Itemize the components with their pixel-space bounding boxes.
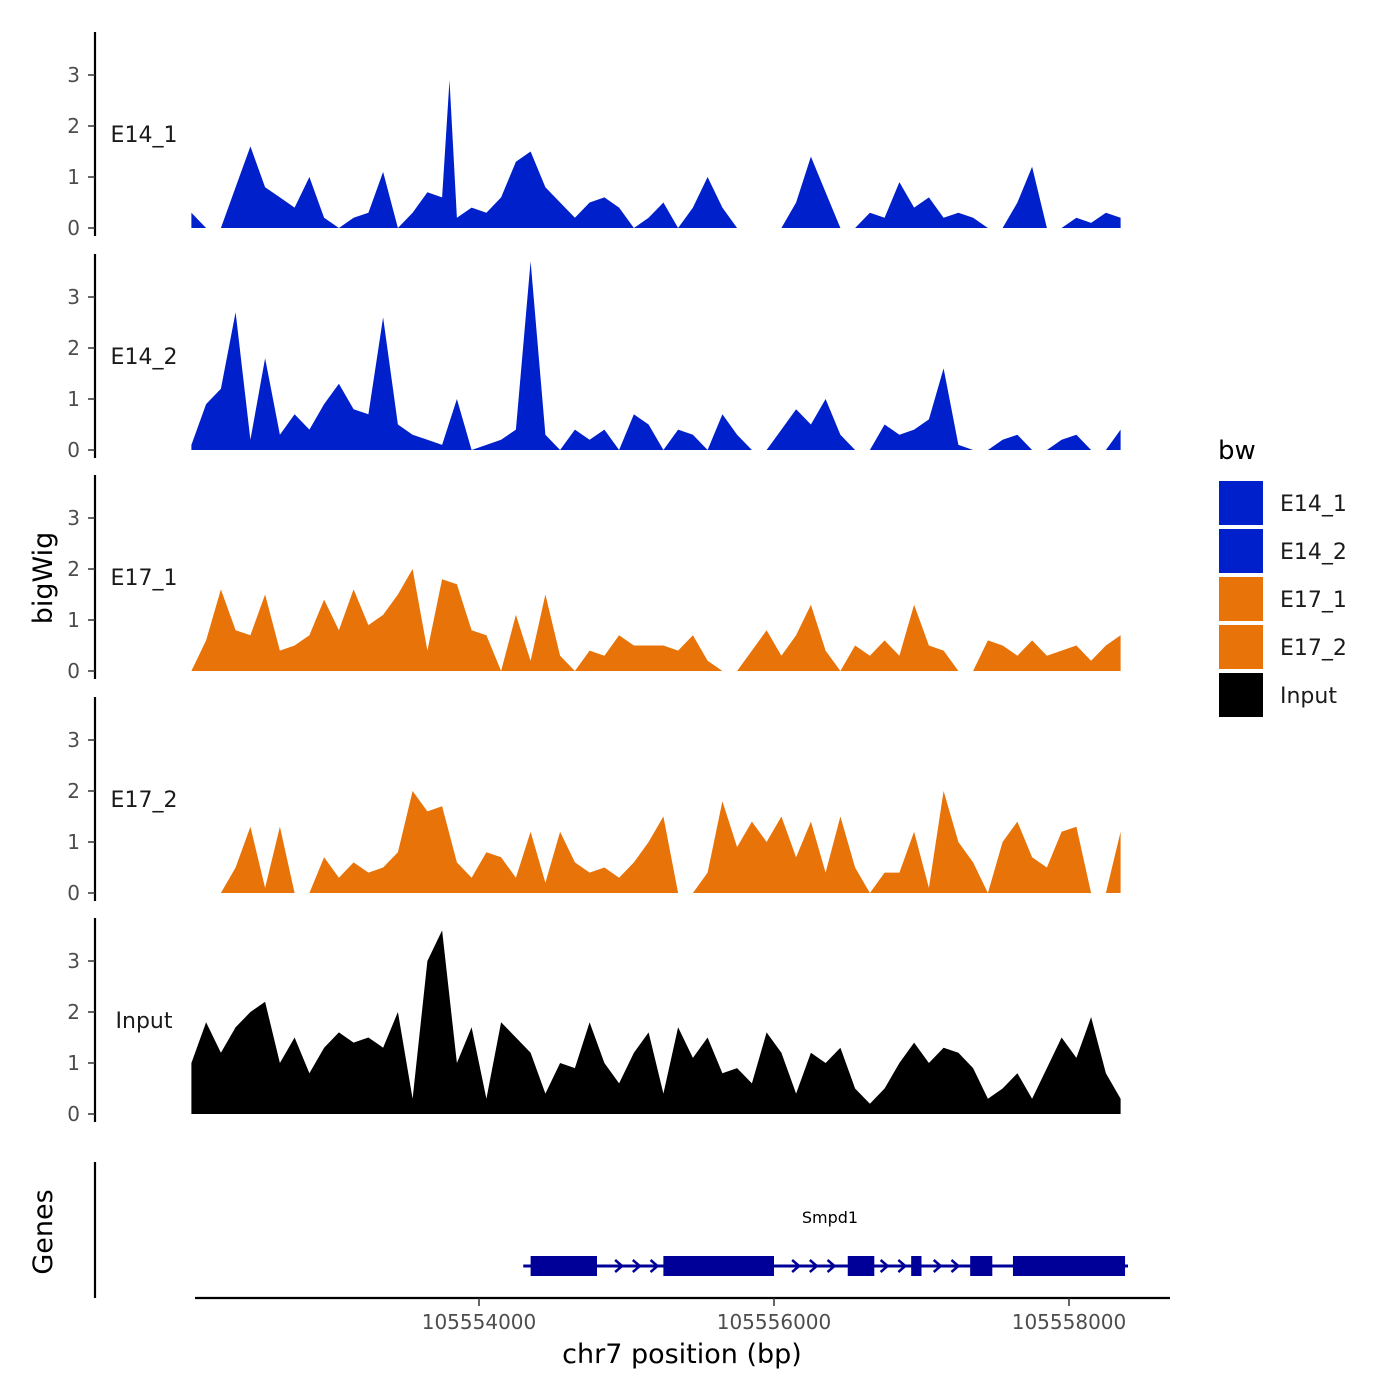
legend-title: bw [1218, 436, 1256, 466]
track-panels: 0 1 2 3 E14_1 0 1 2 3 E14_2 0 1 2 3 E17_1 0 1 2 3 E17_2 0 1 2 3… [67, 32, 1121, 1126]
y-tick-label: 0 [67, 881, 80, 905]
y-tick-label: 3 [67, 285, 80, 309]
y-tick-label: 3 [67, 949, 80, 973]
gene-exon [530, 1256, 597, 1276]
strand-arrow [632, 1259, 642, 1273]
track-panel-e17-1: 0 1 2 3 E17_1 [67, 475, 1121, 683]
x-tick-label: 105558000 [1012, 1310, 1127, 1334]
strand-arrow [879, 1259, 890, 1273]
track-label: E14_2 [111, 345, 178, 370]
x-axis: 105554000 105556000 105558000 [195, 1296, 1170, 1334]
gene-exon [970, 1256, 993, 1276]
legend-swatch [1217, 671, 1265, 719]
track-panel-e14-1: 0 1 2 3 E14_1 [67, 32, 1121, 240]
track-panel-e17-2: 0 1 2 3 E17_2 [67, 697, 1121, 905]
legend: bw E14_1 E14_2 E17_1 E17_2 Input [1217, 436, 1347, 719]
legend-label: E17_2 [1280, 636, 1347, 661]
strand-arrow [826, 1259, 837, 1273]
y-tick-label: 2 [67, 779, 80, 803]
y-tick-label: 1 [67, 1051, 80, 1075]
strand-arrow [614, 1259, 625, 1273]
y-tick-label: 3 [67, 63, 80, 87]
strand-arrow [791, 1259, 802, 1273]
y-tick-label: 1 [67, 608, 80, 632]
y-tick-label: 0 [67, 659, 80, 683]
legend-entry-e17-1: E17_1 [1217, 575, 1347, 623]
gene-track: Smpd1 [93, 1162, 1128, 1298]
legend-swatch [1217, 479, 1265, 527]
gene-exon [1012, 1256, 1126, 1276]
y-tick-label: 2 [67, 557, 80, 581]
strand-arrow [649, 1259, 660, 1273]
y-tick-label: 0 [67, 1102, 80, 1126]
y-tick-label: 1 [67, 830, 80, 854]
legend-entry-e14-2: E14_2 [1217, 527, 1347, 575]
track-label: E17_2 [111, 788, 178, 813]
y-tick-label: 0 [67, 438, 80, 462]
legend-label: E14_2 [1280, 540, 1347, 565]
coverage-area [191, 791, 1121, 893]
coverage-area [191, 80, 1121, 228]
track-label: E17_1 [111, 566, 178, 591]
coverage-area [191, 930, 1121, 1114]
gene-exon [663, 1256, 774, 1276]
track-panel-input: 0 1 2 3 Input [67, 918, 1121, 1126]
legend-entry-input: Input [1217, 671, 1337, 719]
y-tick-label: 2 [67, 114, 80, 138]
x-axis-title: chr7 position (bp) [562, 1339, 802, 1370]
y-tick-label: 1 [67, 387, 80, 411]
legend-entry-e14-1: E14_1 [1217, 479, 1347, 527]
legend-swatch [1217, 575, 1265, 623]
y-tick-label: 2 [67, 1000, 80, 1024]
track-label: Input [116, 1009, 173, 1034]
genes-track-title: Genes [28, 1189, 59, 1274]
data-points [191, 80, 1120, 228]
y-tick-label: 0 [67, 216, 80, 240]
y-tick-label: 3 [67, 506, 80, 530]
track-label: E14_1 [111, 123, 178, 148]
coverage-area [191, 569, 1121, 671]
strand-arrow [932, 1259, 943, 1273]
coverage-area [191, 261, 1121, 450]
strand-arrow [897, 1259, 908, 1273]
y-tick-label: 3 [67, 728, 80, 752]
y-tick-label: 1 [67, 165, 80, 189]
strand-arrow [809, 1259, 819, 1273]
track-panel-e14-2: 0 1 2 3 E14_2 [67, 254, 1121, 462]
gene-label: Smpd1 [802, 1208, 858, 1227]
strand-arrow [950, 1259, 961, 1273]
legend-swatch [1217, 623, 1265, 671]
y-tick-label: 2 [67, 336, 80, 360]
legend-label: Input [1280, 684, 1337, 709]
gene-exon [911, 1256, 922, 1276]
x-tick-label: 105556000 [717, 1310, 832, 1334]
legend-label: E17_1 [1280, 588, 1347, 613]
legend-swatch [1217, 527, 1265, 575]
y-axis-title: bigWig [28, 532, 59, 625]
legend-entry-e17-2: E17_2 [1217, 623, 1347, 671]
legend-label: E14_1 [1280, 492, 1347, 517]
x-tick-label: 105554000 [422, 1310, 537, 1334]
gene-exon [847, 1256, 875, 1276]
